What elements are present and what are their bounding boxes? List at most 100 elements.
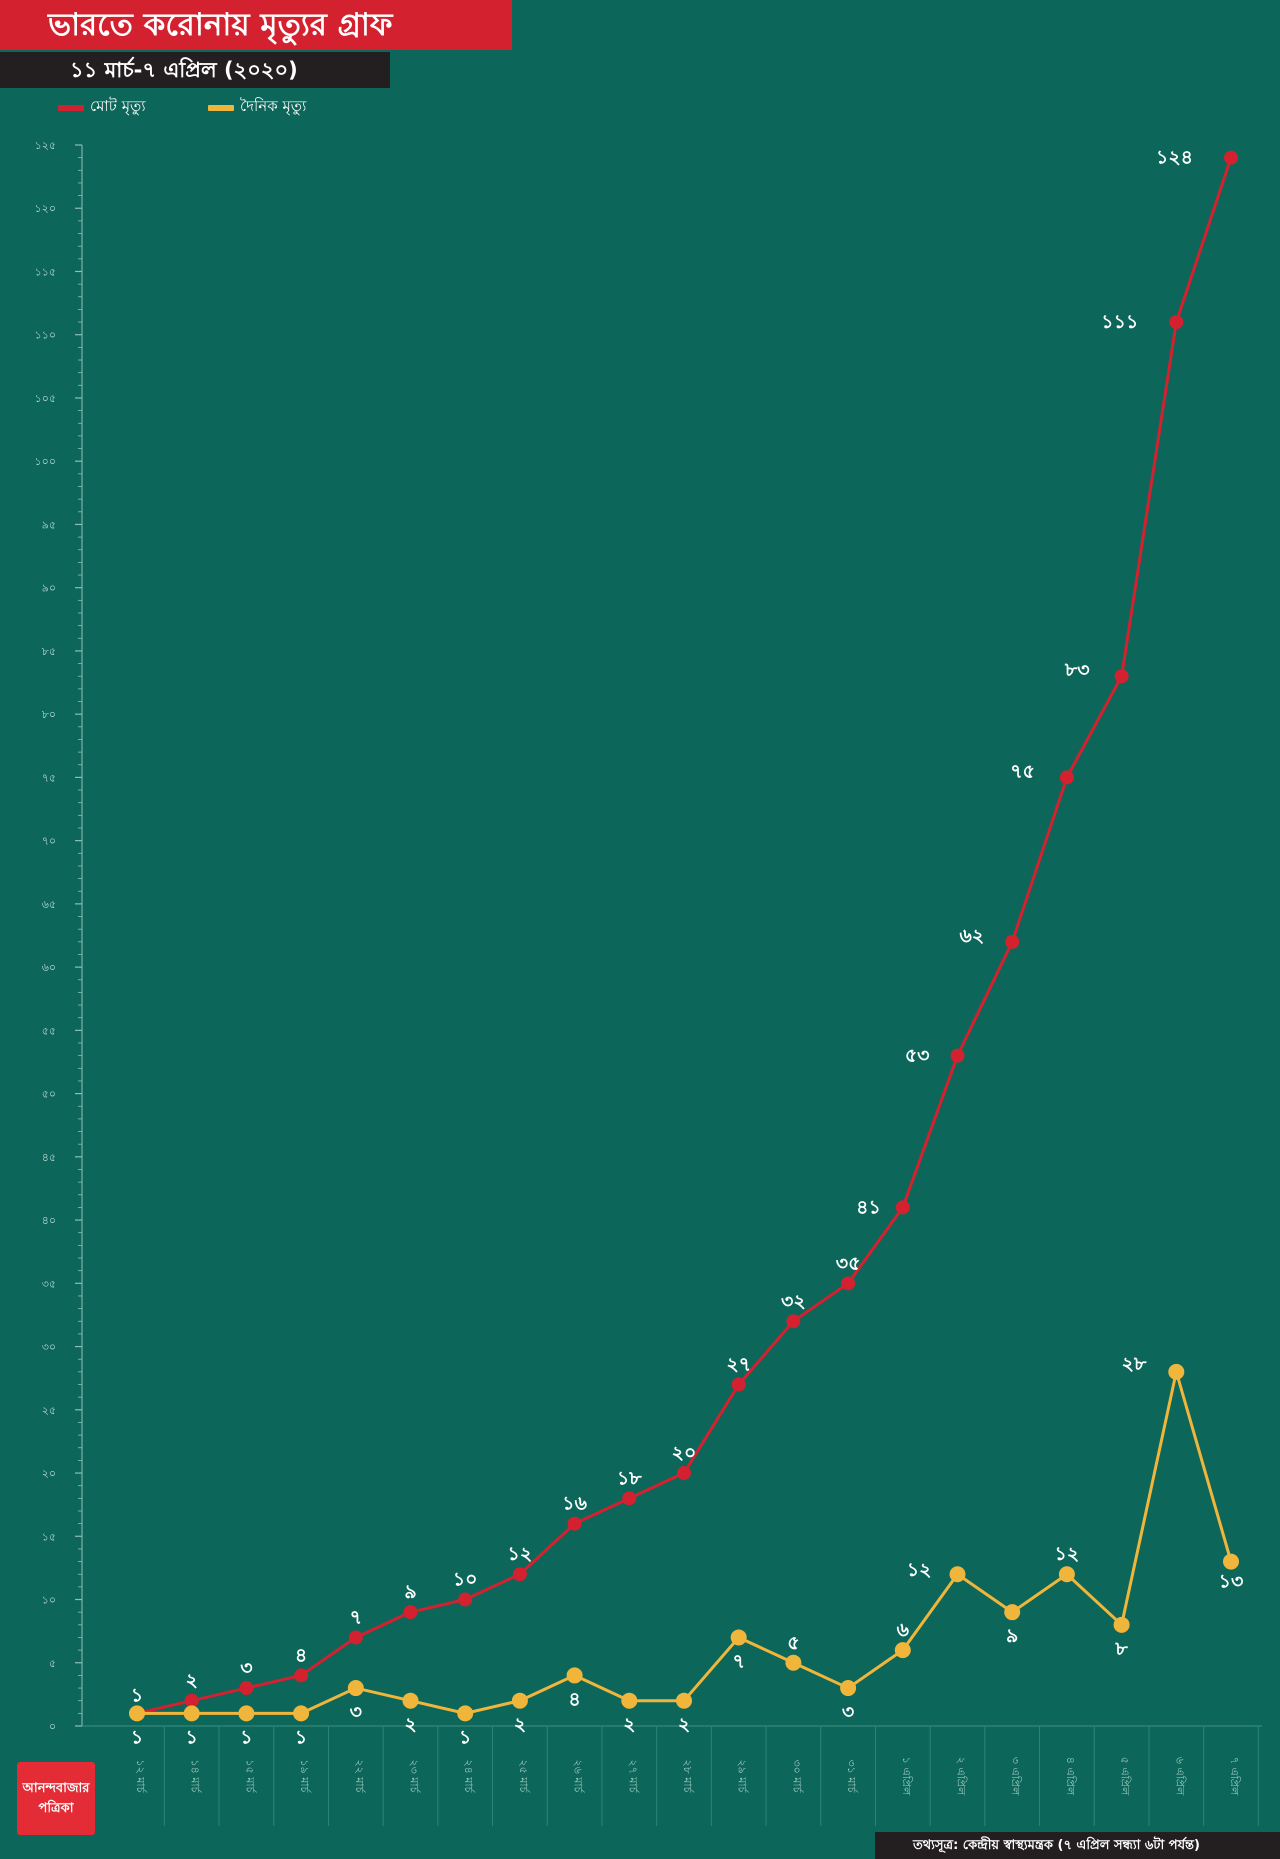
logo-line-1: আনন্দবাজার [22, 1780, 90, 1796]
total-deaths-label: ৮৩ [1064, 659, 1090, 681]
daily-deaths-label: ১২ [1055, 1543, 1080, 1565]
total-deaths-label: ১২ [508, 1543, 533, 1565]
y-tick-label: ৩০ [42, 1341, 56, 1354]
daily-deaths-label: ১ [131, 1726, 143, 1748]
total-deaths-point [841, 1276, 856, 1291]
total-deaths-label: ১৮ [617, 1467, 642, 1489]
legend-item-total: মোট মৃত্যু [58, 95, 146, 120]
legend-label-total: মোট মৃত্যু [90, 97, 146, 115]
total-deaths-point [239, 1681, 254, 1696]
y-tick-label: ০ [49, 1720, 56, 1733]
y-tick-label: ৩৫ [42, 1277, 56, 1290]
daily-deaths-point [785, 1654, 802, 1671]
daily-deaths-label: ৩ [350, 1701, 362, 1723]
y-tick-label: ৬০ [42, 961, 56, 974]
daily-deaths-point [183, 1705, 200, 1722]
x-tick-label: ৩১ মার্চ [845, 1759, 858, 1793]
y-tick-label: ৯০ [42, 582, 56, 595]
daily-deaths-label: ১ [459, 1726, 471, 1748]
daily-deaths-point [840, 1680, 857, 1697]
daily-deaths-label: ৫ [787, 1632, 799, 1654]
daily-deaths-point [293, 1705, 310, 1722]
total-deaths-point [895, 1200, 910, 1215]
x-tick-label: ২৭ মার্চ [626, 1759, 639, 1793]
y-tick-label: ২৫ [42, 1404, 56, 1417]
y-tick-label: ৭৫ [42, 771, 56, 784]
total-deaths-label: ৬২ [959, 925, 984, 947]
x-tick-label: ২৯ মার্চ [736, 1759, 749, 1793]
x-tick-label: ১২ মার্চ [134, 1759, 147, 1793]
y-tick-label: ৫ [49, 1657, 56, 1670]
daily-deaths-label: ১৩ [1219, 1571, 1244, 1593]
total-deaths-label: ৪১ [856, 1196, 881, 1218]
daily-deaths-label: ৬ [897, 1619, 910, 1641]
x-tick-label: ৭ এপ্রিল [1228, 1757, 1241, 1796]
daily-deaths-point [730, 1629, 747, 1646]
y-tick-label: ৪৫ [42, 1151, 56, 1164]
y-tick-label: ৬৫ [42, 898, 56, 911]
y-tick-label: ৭০ [42, 835, 56, 848]
total-deaths-label: ৩ [240, 1657, 252, 1679]
x-tick-label: ২৮ মার্চ [681, 1759, 694, 1793]
total-deaths-point [458, 1592, 473, 1607]
total-deaths-label: ২৭ [726, 1354, 751, 1376]
total-deaths-point [731, 1377, 746, 1392]
y-tick-label: ৮৫ [42, 645, 56, 658]
total-deaths-label: ১২৪ [1156, 147, 1193, 169]
daily-deaths-label: ৯ [1006, 1625, 1018, 1647]
total-deaths-point [1224, 150, 1238, 165]
y-tick-label: ৯৫ [42, 518, 56, 531]
daily-deaths-label: ১ [295, 1726, 307, 1748]
total-deaths-label: ১ [131, 1684, 143, 1706]
x-tick-label: ৫ এপ্রিল [1119, 1757, 1132, 1796]
daily-deaths-label: ৪ [568, 1688, 580, 1710]
daily-deaths-point [949, 1566, 966, 1583]
x-tick-label: ১৯ মার্চ [298, 1759, 311, 1793]
daily-deaths-point [1058, 1566, 1075, 1583]
daily-deaths-point [621, 1692, 638, 1709]
x-tick-label: ৪ এপ্রিল [1064, 1757, 1077, 1796]
legend-item-daily: দৈনিক মৃত্যু [208, 95, 306, 120]
total-deaths-label: ৩২ [781, 1290, 806, 1312]
daily-deaths-point [1113, 1616, 1130, 1633]
total-deaths-label: ৭৫ [1010, 760, 1035, 782]
y-tick-label: ৪০ [42, 1214, 56, 1227]
y-tick-label: ১১৫ [35, 265, 56, 278]
daily-deaths-point [566, 1667, 583, 1684]
daily-deaths-label: ৩ [842, 1701, 854, 1723]
total-deaths-point [950, 1048, 965, 1063]
legend-label-daily: দৈনিক মৃত্যু [240, 97, 307, 115]
y-tick-label: ১৫ [42, 1530, 56, 1543]
y-tick-label: ১০৫ [35, 392, 56, 405]
x-tick-label: ২৬ মার্চ [572, 1759, 585, 1793]
total-deaths-point [786, 1314, 801, 1329]
y-tick-label: ৫০ [42, 1088, 56, 1101]
total-deaths-point [622, 1491, 637, 1506]
chart-title: ভারতে করোনায় মৃত্যুর গ্রাফ [0, 0, 512, 50]
total-deaths-point [677, 1466, 691, 1481]
y-tick-label: ৫৫ [42, 1024, 56, 1037]
daily-deaths-point [129, 1705, 145, 1722]
daily-deaths-point [347, 1680, 364, 1697]
total-deaths-label: ৪ [295, 1644, 307, 1666]
y-tick-label: ৮০ [42, 708, 56, 721]
legend-swatch-total [58, 104, 84, 111]
daily-deaths-point [1168, 1363, 1185, 1380]
total-deaths-label: ১৬ [562, 1493, 587, 1515]
x-tick-label: ২৫ মার্চ [517, 1759, 530, 1793]
total-deaths-point [348, 1630, 363, 1645]
x-tick-label: ২২ মার্চ [353, 1759, 366, 1793]
daily-deaths-point [457, 1705, 474, 1722]
total-deaths-label: ৩৫ [836, 1252, 861, 1274]
x-tick-label: ৩ এপ্রিল [1009, 1757, 1022, 1796]
daily-deaths-label: ৭ [733, 1650, 745, 1672]
source-note: তথ্যসূত্র: কেন্দ্রীয় স্বাস্থ্যমন্ত্রক (… [875, 1832, 1280, 1859]
total-deaths-point [1114, 669, 1129, 684]
total-deaths-label: ৯ [404, 1581, 416, 1603]
total-deaths-point [403, 1605, 418, 1620]
daily-deaths-label: ২ [404, 1714, 416, 1736]
y-tick-label: ১১০ [35, 329, 56, 342]
total-deaths-point [1005, 934, 1020, 949]
x-tick-label: ৬ এপ্রিল [1173, 1757, 1186, 1796]
